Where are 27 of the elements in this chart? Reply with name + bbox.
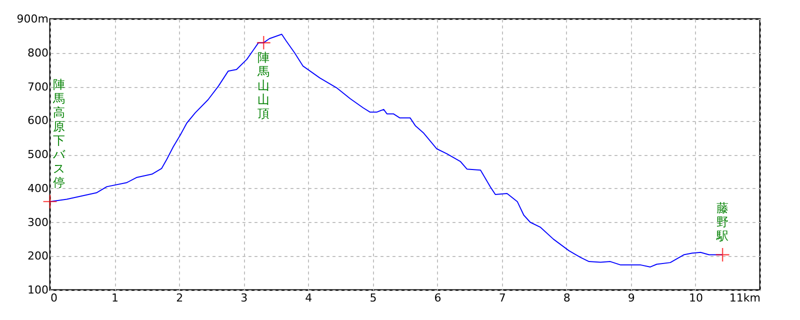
x-tick-label: 9 (628, 292, 635, 304)
y-tick-label: 900m (16, 12, 48, 26)
x-tick-label: 11km (729, 292, 760, 304)
x-tick-label: 4 (305, 292, 312, 304)
x-tick-label: 5 (370, 292, 377, 304)
x-tick-label: 2 (176, 292, 184, 304)
x-tick-label: 7 (498, 292, 506, 304)
y-tick-label: 500 (28, 148, 48, 161)
y-tick-label: 600 (28, 114, 48, 128)
annotation: 陣馬山山頂 (256, 50, 270, 121)
annotation: 陣馬高原下バス停 (52, 78, 66, 190)
annotation: 藤野駅 (716, 200, 729, 243)
point (256, 35, 271, 50)
x-tick-label: 1 (112, 292, 119, 304)
x-tick-label: 0 (50, 292, 58, 304)
x-tick-label: 8 (563, 292, 570, 304)
y-tick-label: 400 (28, 182, 48, 195)
point (715, 247, 730, 262)
y-tick-label: 100 (28, 284, 48, 296)
y-tick-label: 200 (28, 250, 48, 263)
x-tick-label: 3 (240, 292, 248, 304)
y-tick-label: 800 (28, 46, 48, 60)
point (42, 194, 58, 209)
y-tick-label: 700 (28, 80, 48, 94)
x-tick-label: 6 (434, 292, 442, 304)
y-tick-label: 300 (28, 216, 48, 229)
x-tick-label: 10 (688, 292, 703, 304)
